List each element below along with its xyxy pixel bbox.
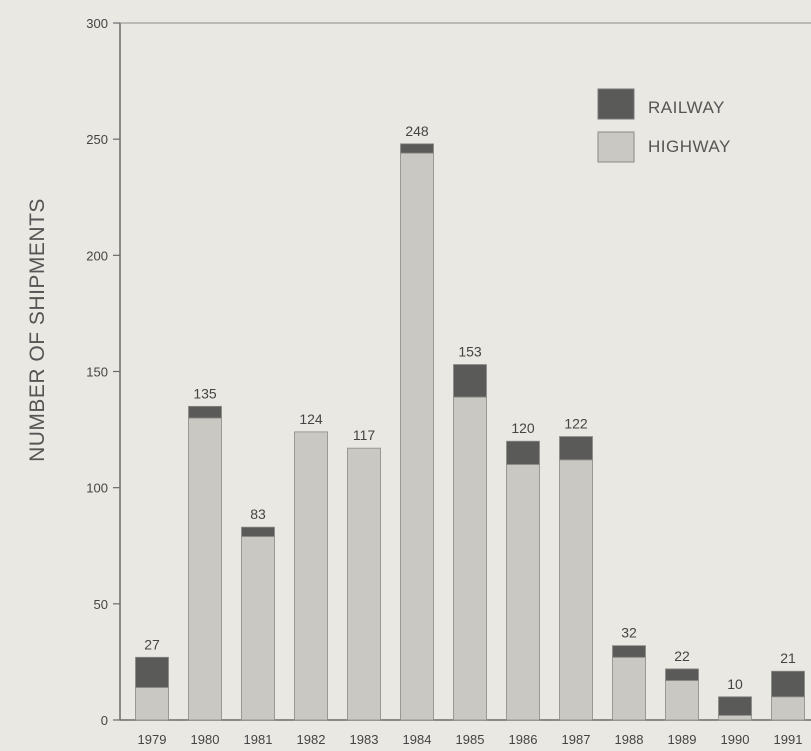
- bars: [135, 143, 805, 721]
- bar-railway-1991: [771, 670, 805, 698]
- bar-railway-1985: [453, 364, 487, 398]
- y-tick-label: 100: [86, 481, 108, 496]
- x-tick-label: 1983: [350, 732, 379, 747]
- bar-railway-1987: [559, 436, 593, 461]
- bar-total-label: 22: [674, 648, 690, 664]
- bar-total-label: 153: [458, 344, 482, 360]
- x-tick-label: 1982: [297, 732, 326, 747]
- y-tick-label: 300: [86, 16, 108, 31]
- bar-railway-1984: [400, 143, 434, 154]
- bar-highway-1986: [506, 464, 540, 721]
- x-tick-label: 1990: [721, 732, 750, 747]
- x-tick-label: 1989: [668, 732, 697, 747]
- x-tick-label: 1991: [774, 732, 803, 747]
- bar-highway-1990: [718, 714, 752, 721]
- value-labels: 27 135 83 124 117 248 153 120 122 32 22 10 21: [144, 123, 796, 692]
- bar-railway-1980: [188, 405, 222, 419]
- y-tick-label: 200: [86, 248, 108, 263]
- bar-highway-1989: [665, 680, 699, 721]
- y-tick-label: 250: [86, 132, 108, 147]
- x-tick-label: 1987: [562, 732, 591, 747]
- x-tick-label: 1984: [403, 732, 432, 747]
- y-axis-title: NUMBER OF SHIPMENTS: [26, 198, 49, 462]
- bar-highway-1991: [771, 696, 805, 721]
- bar-highway-1987: [559, 459, 593, 721]
- y-tick-label: 50: [94, 597, 108, 612]
- bar-railway-1989: [665, 668, 699, 681]
- legend: RAILWAY HIGHWAY: [597, 88, 731, 163]
- bar-highway-1982: [294, 431, 328, 721]
- bar-total-label: 124: [299, 411, 323, 427]
- x-tick-label: 1979: [138, 732, 167, 747]
- bar-railway-1990: [718, 696, 752, 716]
- x-tick-label: 1988: [615, 732, 644, 747]
- bar-railway-1979: [135, 656, 169, 688]
- legend-label-railway: RAILWAY: [648, 98, 725, 117]
- bar-highway-1985: [453, 396, 487, 721]
- x-tick-label: 1980: [191, 732, 220, 747]
- legend-label-highway: HIGHWAY: [648, 137, 731, 156]
- bar-total-label: 122: [564, 416, 588, 432]
- legend-swatch-railway: [597, 88, 635, 120]
- x-tick-label: 1985: [456, 732, 485, 747]
- bar-total-label: 117: [353, 427, 376, 443]
- axes: 0 50 100 150 200 250 300 1979 1980 1981 1982 1983 19…: [86, 16, 811, 747]
- bar-total-label: 135: [193, 385, 217, 401]
- bar-highway-1983: [347, 447, 381, 721]
- x-tick-label: 1986: [509, 732, 538, 747]
- bar-highway-1981: [241, 536, 275, 721]
- bar-railway-1986: [506, 440, 540, 465]
- bar-total-label: 120: [511, 420, 535, 436]
- y-tick-label: 0: [101, 713, 108, 728]
- bar-total-label: 83: [250, 506, 266, 522]
- bar-highway-1979: [135, 687, 169, 721]
- x-tick-label: 1981: [244, 732, 273, 747]
- bar-total-label: 248: [405, 123, 429, 139]
- bar-total-label: 10: [727, 676, 743, 692]
- bar-highway-1980: [188, 417, 222, 721]
- y-tick-label: 150: [86, 365, 108, 380]
- bar-total-label: 27: [144, 636, 160, 652]
- bar-total-label: 21: [780, 650, 796, 666]
- bar-highway-1984: [400, 152, 434, 721]
- legend-swatch-highway: [597, 131, 635, 163]
- bar-railway-1981: [241, 526, 275, 537]
- bar-total-label: 32: [621, 625, 637, 641]
- bar-highway-1988: [612, 656, 646, 721]
- bar-railway-1988: [612, 645, 646, 658]
